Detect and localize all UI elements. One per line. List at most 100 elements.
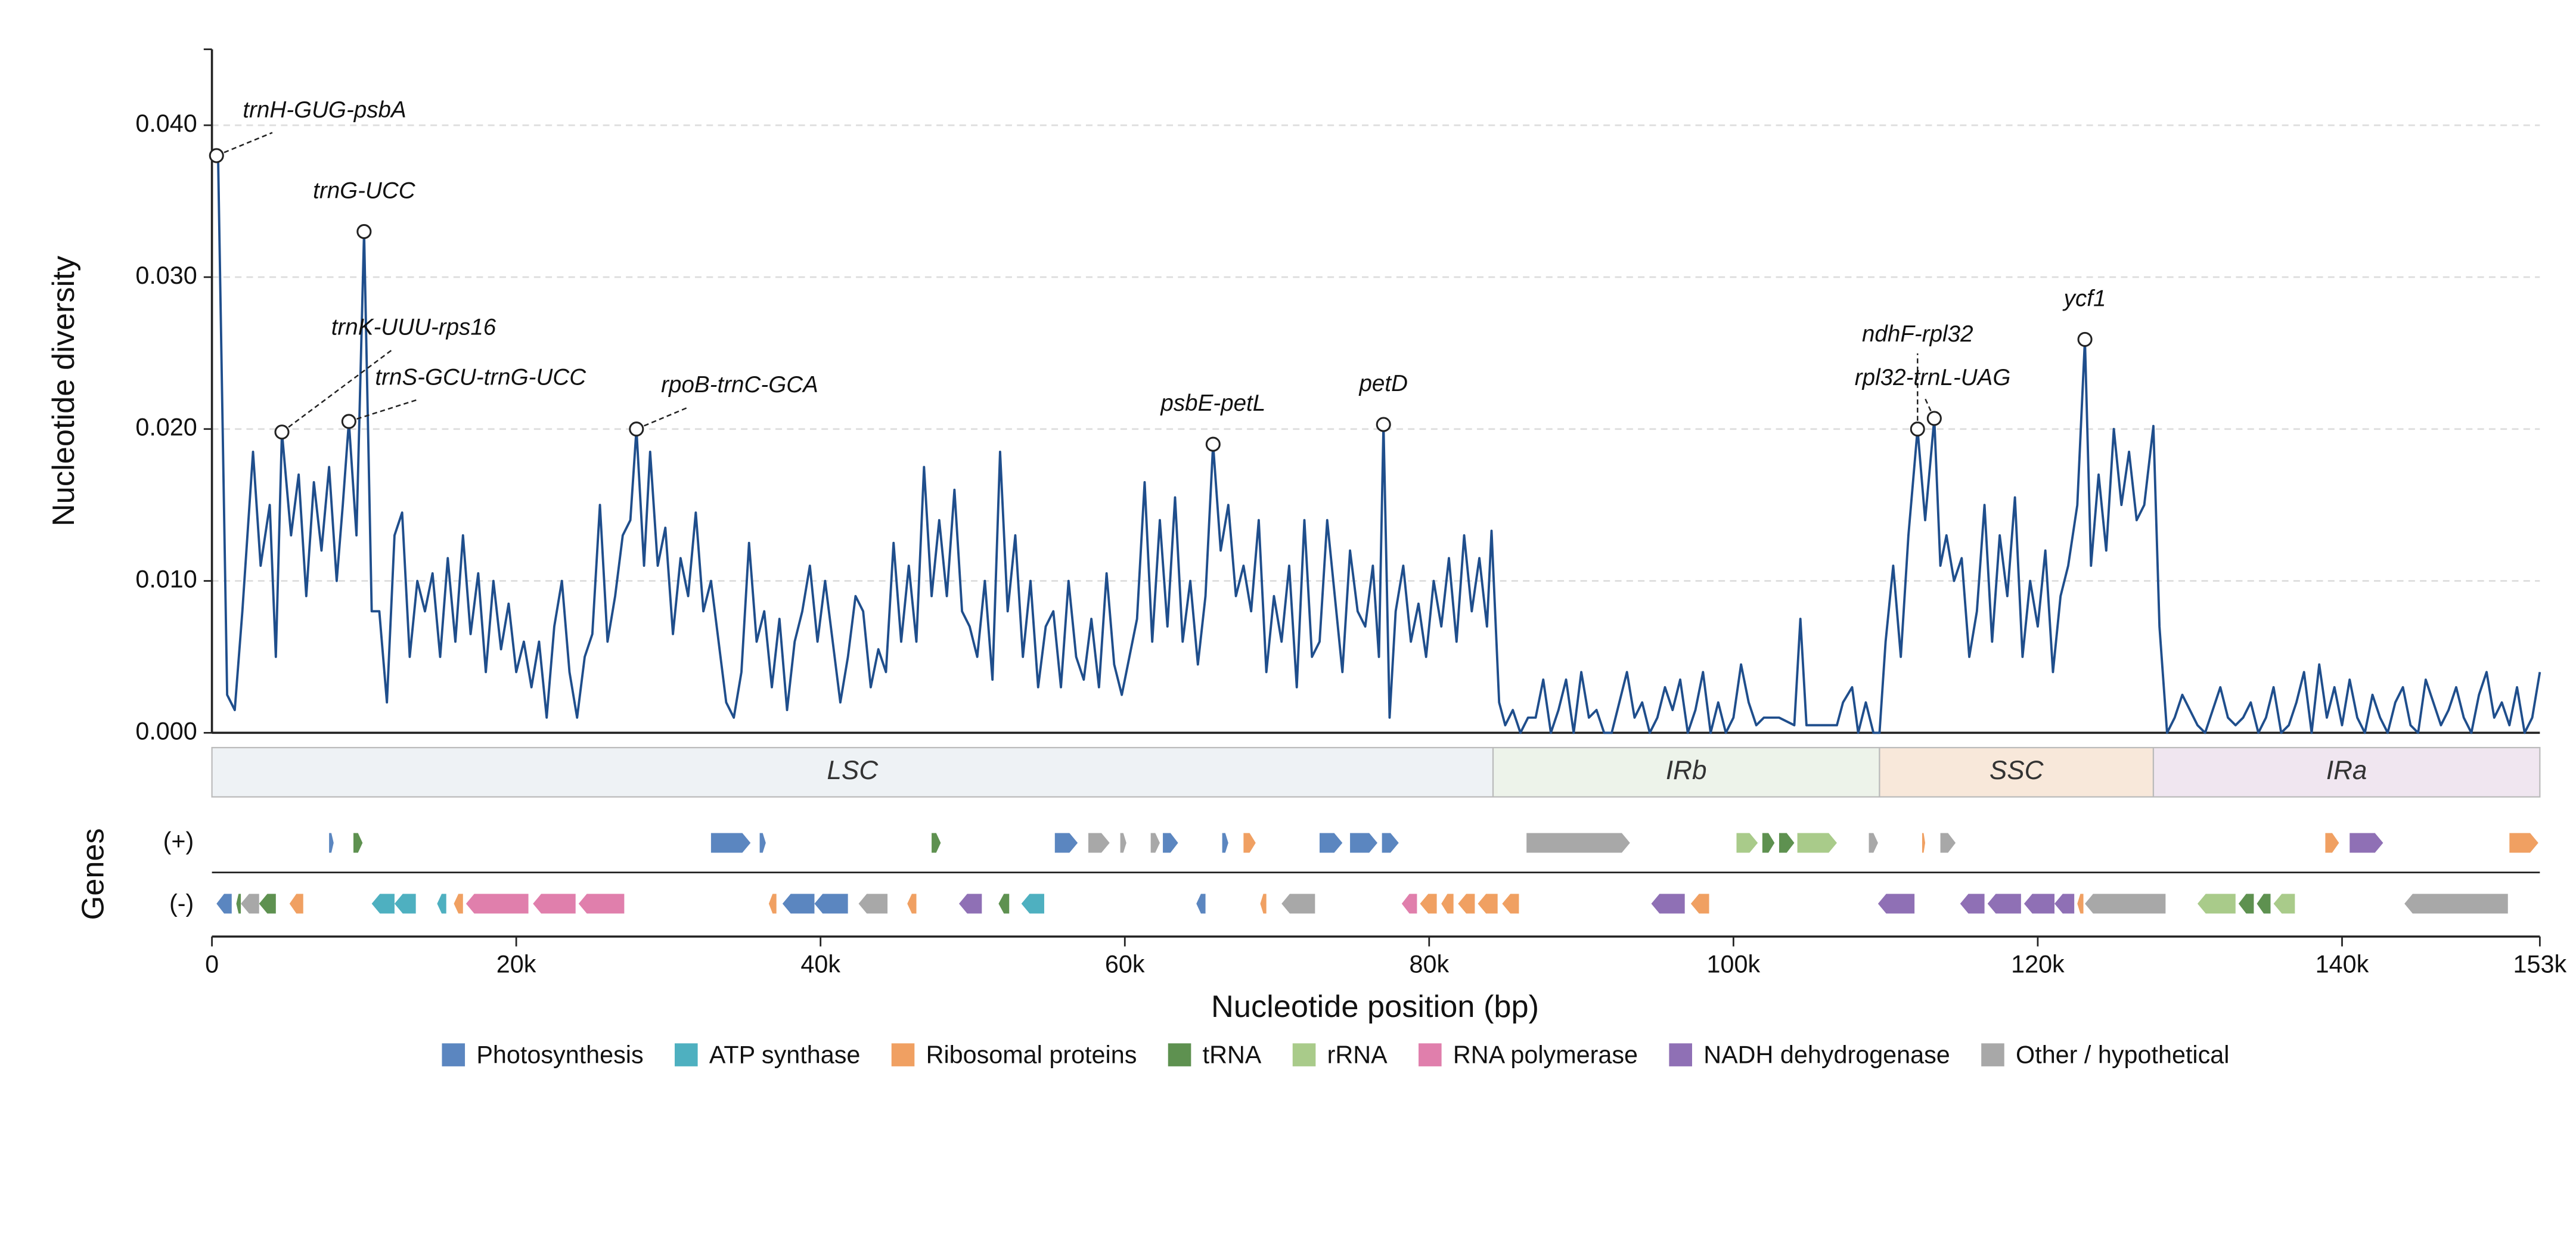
legend-label: Ribosomal proteins — [926, 1041, 1137, 1068]
annotation-label: psbE-petL — [1160, 390, 1265, 416]
legend-swatch — [1292, 1043, 1316, 1066]
minus-strand-label: (-) — [169, 890, 194, 917]
gene — [216, 894, 232, 914]
x-tick-label: 40k — [800, 951, 840, 978]
annotation-label: ndhF-rpl32 — [1862, 321, 1973, 347]
legend-label: rRNA — [1327, 1041, 1388, 1068]
annotation-marker — [1926, 411, 1942, 426]
x-tick-label: 120k — [2011, 951, 2065, 978]
gene — [259, 894, 276, 914]
gene — [1382, 833, 1399, 853]
gene — [329, 833, 334, 853]
gene — [1021, 894, 1044, 914]
x-tick-label: 80k — [1409, 951, 1449, 978]
x-tick-label: 153k — [2513, 951, 2567, 978]
gene — [1877, 894, 1915, 914]
gene — [2325, 833, 2339, 853]
annotation-marker — [356, 224, 372, 240]
gene — [1222, 833, 1228, 853]
gene — [907, 894, 917, 914]
gene — [1196, 894, 1206, 914]
gene — [1922, 833, 1926, 853]
gene — [437, 894, 446, 914]
gene — [533, 894, 576, 914]
gene — [1651, 894, 1685, 914]
gene — [241, 894, 259, 914]
gene — [1320, 833, 1343, 853]
gene — [1163, 833, 1178, 853]
gene — [1940, 833, 1956, 853]
y-tick-label: 0.040 — [135, 110, 197, 137]
annotation-label: trnG-UCC — [313, 178, 416, 203]
annotation-marker — [1910, 421, 1925, 437]
gene — [454, 894, 463, 914]
gene — [236, 894, 241, 914]
annotation-leader — [216, 132, 273, 157]
x-tick-label: 20k — [496, 951, 536, 978]
gene — [1401, 894, 1417, 914]
gene — [1736, 833, 1758, 853]
gene — [2509, 833, 2538, 853]
gene — [1054, 833, 1078, 853]
gene — [1120, 833, 1126, 853]
gene — [289, 894, 303, 914]
legend-label: Photosynthesis — [476, 1041, 643, 1068]
gene — [1987, 894, 2021, 914]
gene — [858, 894, 888, 914]
gene — [1260, 894, 1267, 914]
gene — [932, 833, 941, 853]
gene — [2077, 894, 2084, 914]
annotation-marker — [629, 421, 644, 437]
annotation-label: rpoB-trnC-GCA — [661, 372, 818, 398]
x-axis-label: Nucleotide position (bp) — [1211, 990, 1539, 1024]
region-band — [211, 747, 1494, 798]
gene — [2197, 894, 2236, 914]
genes-label: Genes — [76, 828, 111, 920]
legend-swatch — [1168, 1043, 1191, 1066]
gene — [1960, 894, 1985, 914]
legend-label: NADH dehydrogenase — [1703, 1041, 1950, 1068]
annotation-label: trnH-GUG-psbA — [243, 97, 406, 123]
x-tick-label: 0 — [205, 951, 219, 978]
gene — [394, 894, 416, 914]
annotation-label: trnK-UUU-rps16 — [331, 314, 496, 340]
gene — [1690, 894, 1709, 914]
region-label: IRa — [2326, 756, 2367, 785]
gene — [578, 894, 625, 914]
gene — [998, 894, 1010, 914]
gene — [1869, 833, 1878, 853]
gene — [1458, 894, 1475, 914]
y-tick-label: 0.030 — [135, 262, 197, 289]
gene — [768, 894, 777, 914]
region-label: IRb — [1666, 756, 1707, 785]
gene — [371, 894, 395, 914]
gene — [1281, 894, 1315, 914]
gene — [1797, 833, 1837, 853]
gene — [2257, 894, 2271, 914]
gene — [759, 833, 766, 853]
legend-label: RNA polymerase — [1453, 1041, 1638, 1068]
gene — [1150, 833, 1160, 853]
region-label: LSC — [827, 756, 879, 785]
legend-swatch — [1419, 1043, 1442, 1066]
annotation-label: rpl32-trnL-UAG — [1855, 365, 2011, 390]
legend-swatch — [675, 1043, 698, 1066]
region-label: SSC — [1990, 756, 2044, 785]
y-tick-label: 0.010 — [135, 565, 197, 593]
gene — [1420, 894, 1437, 914]
annotation-marker — [209, 148, 224, 163]
annotation-marker — [341, 414, 356, 429]
gene — [710, 833, 751, 853]
gene — [1779, 833, 1795, 853]
gene — [1350, 833, 1378, 853]
gene — [2238, 894, 2254, 914]
gene — [353, 833, 363, 853]
gene — [1478, 894, 1498, 914]
gene — [782, 894, 815, 914]
gene — [2085, 894, 2166, 914]
gene — [1502, 894, 1519, 914]
y-axis-label: Nucleotide diversity — [46, 255, 81, 526]
legend-label: tRNA — [1203, 1041, 1262, 1068]
